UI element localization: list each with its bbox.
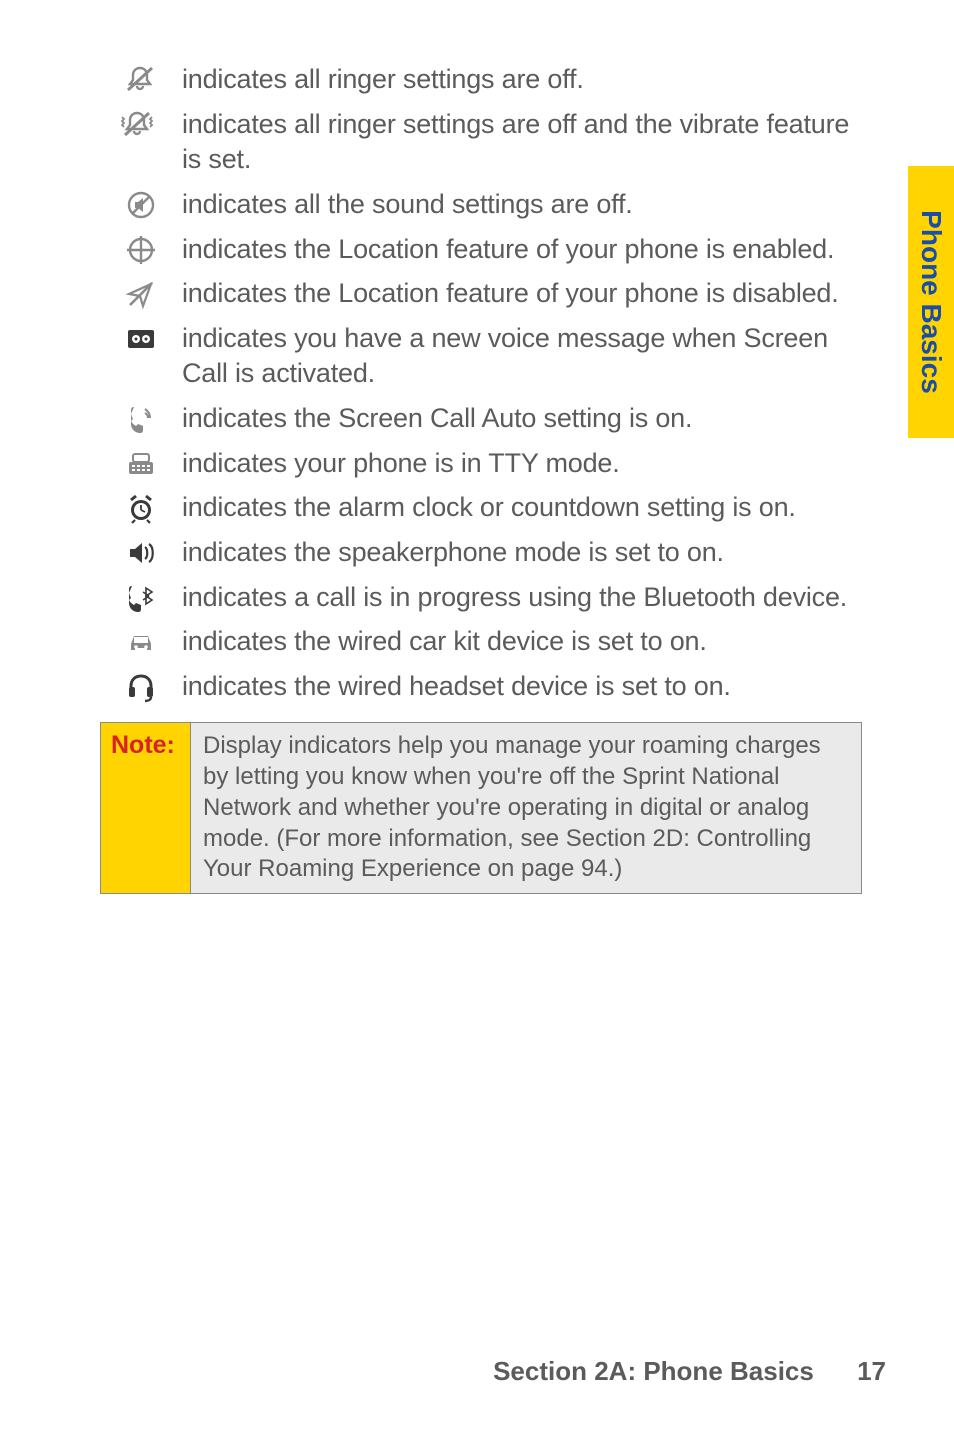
description-text: indicates the speakerphone mode is set t… — [182, 533, 862, 575]
section-tab-label: Phone Basics — [915, 210, 947, 394]
footer-section: Section 2A: Phone Basics — [493, 1356, 814, 1386]
list-item: indicates the Screen Call Auto setting i… — [100, 399, 862, 441]
sound-off-icon — [100, 185, 182, 221]
note-label: Note: — [101, 723, 191, 893]
list-item: indicates all ringer settings are off an… — [100, 105, 862, 182]
list-item: indicates all the sound settings are off… — [100, 185, 862, 227]
description-text: indicates all the sound settings are off… — [182, 185, 862, 227]
description-text: indicates you have a new voice message w… — [182, 319, 862, 396]
footer-page: 17 — [857, 1356, 886, 1386]
description-text: indicates your phone is in TTY mode. — [182, 444, 862, 486]
location-on-icon — [100, 230, 182, 266]
list-item: indicates your phone is in TTY mode. — [100, 444, 862, 486]
screen-call-auto-icon — [100, 399, 182, 435]
page-footer: Section 2A: Phone Basics 17 — [493, 1356, 886, 1387]
list-item: indicates all ringer settings are off. — [100, 60, 862, 102]
voice-message-icon — [100, 319, 182, 355]
icon-description-list: indicates all ringer settings are off. i… — [100, 60, 862, 894]
description-text: indicates the Screen Call Auto setting i… — [182, 399, 862, 441]
description-text: indicates all ringer settings are off an… — [182, 105, 862, 182]
description-text: indicates a call is in progress using th… — [182, 578, 862, 620]
list-item: indicates the wired headset device is se… — [100, 667, 862, 709]
location-off-icon — [100, 274, 182, 310]
note-box: Note: Display indicators help you manage… — [100, 722, 862, 894]
section-tab: Phone Basics — [908, 166, 954, 438]
list-item: indicates the alarm clock or countdown s… — [100, 488, 862, 530]
speakerphone-icon — [100, 533, 182, 569]
alarm-clock-icon — [100, 488, 182, 524]
description-text: indicates the wired headset device is se… — [182, 667, 862, 709]
ringer-off-vibrate-icon — [100, 105, 182, 141]
description-text: indicates the Location feature of your p… — [182, 230, 862, 272]
tty-mode-icon — [100, 444, 182, 480]
headset-icon — [100, 667, 182, 703]
description-text: indicates all ringer settings are off. — [182, 60, 862, 102]
list-item: indicates the Location feature of your p… — [100, 274, 862, 316]
description-text: indicates the Location feature of your p… — [182, 274, 862, 316]
list-item: indicates the speakerphone mode is set t… — [100, 533, 862, 575]
list-item: indicates the Location feature of your p… — [100, 230, 862, 272]
car-kit-icon — [100, 622, 182, 658]
note-body: Display indicators help you manage your … — [191, 723, 861, 893]
bluetooth-call-icon — [100, 578, 182, 614]
list-item: indicates the wired car kit device is se… — [100, 622, 862, 664]
description-text: indicates the wired car kit device is se… — [182, 622, 862, 664]
ringer-off-icon — [100, 60, 182, 96]
list-item: indicates you have a new voice message w… — [100, 319, 862, 396]
list-item: indicates a call is in progress using th… — [100, 578, 862, 620]
description-text: indicates the alarm clock or countdown s… — [182, 488, 862, 530]
